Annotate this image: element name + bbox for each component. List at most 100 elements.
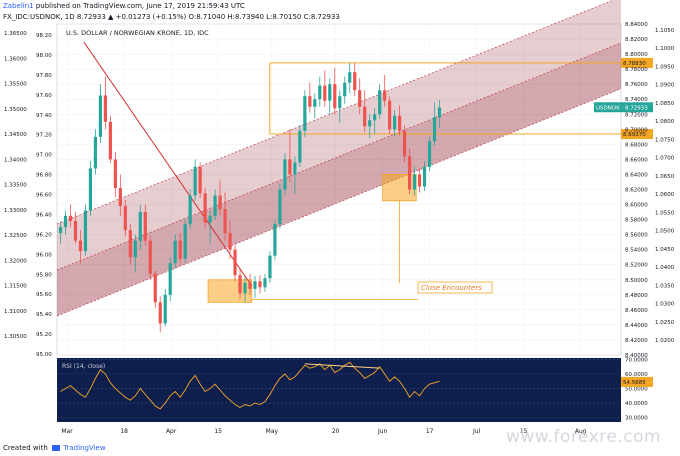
right-axis-tick: 8.80000 bbox=[625, 52, 648, 58]
left-axis-tick: 96.00 bbox=[36, 252, 52, 258]
x-axis: Mar 18 Apr 15 May 20 Jun 17 Jul 15 Aug bbox=[61, 428, 586, 435]
far-right-axis-tick: 1.0800 bbox=[655, 119, 675, 125]
candle-body bbox=[253, 281, 257, 289]
right-axis-tick: 8.60000 bbox=[625, 203, 648, 209]
left-axis-tick: 95.40 bbox=[36, 312, 52, 318]
rsi-value-label: 54.5685 bbox=[623, 380, 646, 386]
chart-title: U.S. DOLLAR / NORWEGIAN KRONE, 1D, IDC bbox=[66, 29, 209, 37]
candle-body bbox=[273, 224, 277, 256]
channel-mid-line bbox=[56, 42, 622, 271]
candle-body bbox=[78, 240, 83, 252]
watermark: www.forexre.com bbox=[506, 427, 662, 447]
candle-body bbox=[98, 95, 102, 137]
outer-left-axis-tick: 1.34000 bbox=[4, 157, 27, 163]
left-axis-tick: 97.00 bbox=[36, 153, 52, 159]
candle-body bbox=[133, 240, 137, 258]
tradingview-link[interactable]: TradingView bbox=[63, 444, 106, 452]
candle-body bbox=[313, 99, 317, 107]
candle-body bbox=[383, 90, 387, 101]
left-axis-tick: 95.80 bbox=[36, 272, 52, 278]
outer-left-axis-tick: 1.36000 bbox=[4, 56, 27, 62]
right-axis-tick: 8.76000 bbox=[625, 82, 648, 88]
outer-left-axis-tick: 1.32000 bbox=[4, 258, 27, 264]
candle-body bbox=[308, 96, 312, 107]
x-tick-label: 20 bbox=[332, 428, 340, 435]
candle-body bbox=[378, 90, 382, 115]
candle-body bbox=[193, 166, 197, 196]
rsi-indicator: 70.0000 60.0000 50.0000 40.0000 30.0000 54.56… bbox=[57, 357, 653, 422]
candle-body bbox=[303, 96, 307, 131]
far-right-axis-tick: 1.0950 bbox=[655, 64, 675, 70]
far-right-axis-tick: 1.0450 bbox=[655, 247, 675, 253]
candle-body bbox=[58, 227, 63, 234]
left-axis-tick: 95.20 bbox=[36, 332, 52, 338]
left-axis-tick: 96.80 bbox=[36, 173, 52, 179]
candle-body bbox=[163, 294, 167, 324]
descending-trendline bbox=[83, 41, 253, 287]
outer-left-axis-tick: 1.33500 bbox=[4, 183, 27, 189]
candle-body bbox=[73, 221, 78, 241]
created-with: Created with TradingView bbox=[3, 444, 106, 452]
candle-body bbox=[203, 193, 207, 223]
candle-body bbox=[223, 209, 227, 234]
right-axis-tick: 8.68000 bbox=[625, 142, 648, 148]
far-right-axis-tick: 1.0650 bbox=[655, 174, 675, 180]
candle-body bbox=[233, 249, 237, 276]
right-axis-tick: 8.42000 bbox=[625, 338, 648, 344]
candle-body bbox=[138, 212, 142, 241]
author-link[interactable]: Zabelin1 bbox=[3, 2, 34, 10]
left-axis-tick: 97.40 bbox=[36, 113, 52, 119]
rsi-axis-tick: 30.0000 bbox=[625, 416, 648, 422]
x-tick-label: Aug bbox=[575, 428, 587, 435]
candle-body bbox=[288, 159, 292, 175]
right-axis-tick: 8.62000 bbox=[625, 188, 648, 194]
rsi-axis-tick: 60.0000 bbox=[625, 372, 648, 378]
right-axis-tick: 8.82000 bbox=[625, 37, 648, 43]
right-axis-tick: 8.74000 bbox=[625, 97, 648, 103]
channel-lower-fill bbox=[57, 42, 621, 316]
right-axis-tick: 8.66000 bbox=[625, 157, 648, 163]
candle-body bbox=[188, 195, 192, 225]
x-tick-label: Jun bbox=[377, 428, 388, 435]
candle-body bbox=[93, 136, 98, 169]
candle-body bbox=[427, 141, 432, 167]
candle-body bbox=[158, 302, 162, 324]
annotation-text: Close Encounters bbox=[421, 284, 482, 292]
candle-body bbox=[183, 224, 187, 259]
far-right-axis-tick: 1.0250 bbox=[655, 320, 675, 326]
left-axis-tick: 98.20 bbox=[36, 33, 52, 39]
rsi-pane bbox=[57, 358, 621, 422]
candle-body bbox=[123, 206, 127, 231]
candle-body bbox=[348, 72, 352, 83]
far-right-axis-tick: 1.0600 bbox=[655, 192, 675, 198]
rsi-axis-tick: 70.0000 bbox=[625, 357, 648, 363]
price-tag-label: USDNOK · 8.72933 bbox=[596, 105, 648, 111]
candle-body bbox=[407, 156, 412, 190]
left-axis-tick: 97.80 bbox=[36, 73, 52, 79]
candle-body bbox=[108, 121, 112, 160]
rsi-title: RSI (14, close) bbox=[62, 363, 105, 370]
rsi-axis-tick: 50.0000 bbox=[625, 387, 648, 393]
rsi-divergence-line bbox=[304, 363, 380, 369]
level-tag bbox=[621, 57, 653, 68]
channel-upper-fill bbox=[57, 0, 621, 270]
x-tick-label: 15 bbox=[520, 428, 528, 435]
far-right-axis-tick: 1.0750 bbox=[655, 137, 675, 143]
candle-body bbox=[268, 255, 272, 279]
left-axis-tick: 95.60 bbox=[36, 292, 52, 298]
candle-body bbox=[128, 230, 132, 258]
left-axis-tick: 96.60 bbox=[36, 193, 52, 199]
right-axis-tick: 8.70000 bbox=[625, 127, 648, 133]
far-right-axis-tick: 1.1000 bbox=[655, 46, 675, 52]
publish-text: published on TradingView.com, June 17, 2… bbox=[35, 2, 245, 10]
left-axis-tick: 97.60 bbox=[36, 93, 52, 99]
far-right-axis-tick: 1.0700 bbox=[655, 156, 675, 162]
far-right-axis-tick: 1.0200 bbox=[655, 338, 675, 344]
outer-left-axis-tick: 1.34500 bbox=[4, 132, 27, 138]
level-tag bbox=[621, 129, 653, 140]
candle-body bbox=[393, 115, 397, 130]
outer-left-axis-tick: 1.31000 bbox=[4, 309, 27, 315]
rsi-axis-tick: 40.0000 bbox=[625, 401, 648, 407]
